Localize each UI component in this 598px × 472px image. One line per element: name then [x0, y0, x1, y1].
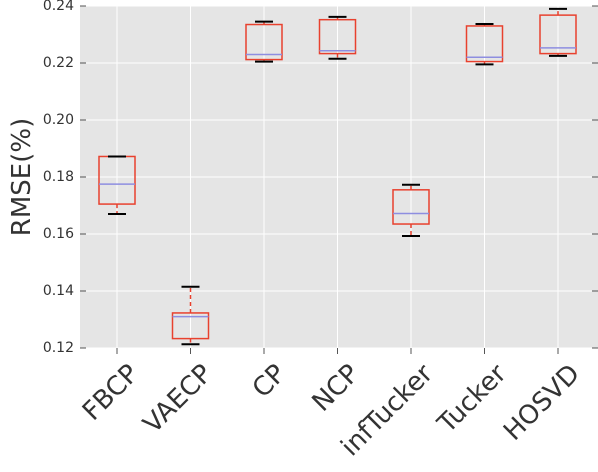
- box-tucker: [465, 22, 504, 66]
- y-tick-label: 0.16: [43, 226, 74, 242]
- x-tick-label: NCP: [307, 359, 366, 418]
- x-tick-label: FBCP: [77, 359, 145, 427]
- y-axis-ticks: 0.12 0.14 0.16 0.18 0.20 0.22 0.24: [43, 0, 598, 356]
- box-iqr: [171, 312, 210, 340]
- box-iqr: [539, 14, 577, 55]
- y-tick-label: 0.18: [43, 169, 74, 185]
- grid-lines: [80, 5, 598, 349]
- box-iqr: [318, 18, 357, 55]
- box-cp: [245, 20, 283, 63]
- box-ncp: [318, 15, 357, 60]
- y-tick-label: 0.22: [43, 55, 74, 71]
- boxes: [98, 7, 577, 346]
- box-hosvd: [539, 7, 577, 57]
- box-iqr: [465, 25, 504, 63]
- box-vaecp: [171, 285, 210, 346]
- x-tick-label: CP: [247, 359, 292, 404]
- y-axis-label: RMSE(%): [7, 118, 37, 236]
- box-iqr: [392, 189, 430, 225]
- x-tick-label: VAECP: [138, 359, 219, 440]
- box-inftucker: [392, 183, 430, 237]
- y-tick-label: 0.24: [43, 0, 74, 14]
- y-tick-label: 0.14: [43, 283, 74, 299]
- y-tick-label: 0.12: [43, 340, 74, 356]
- x-tick-label: HOSVD: [498, 359, 586, 447]
- box-fbcp: [98, 155, 136, 216]
- y-tick-label: 0.20: [43, 112, 74, 128]
- box-iqr: [245, 23, 283, 61]
